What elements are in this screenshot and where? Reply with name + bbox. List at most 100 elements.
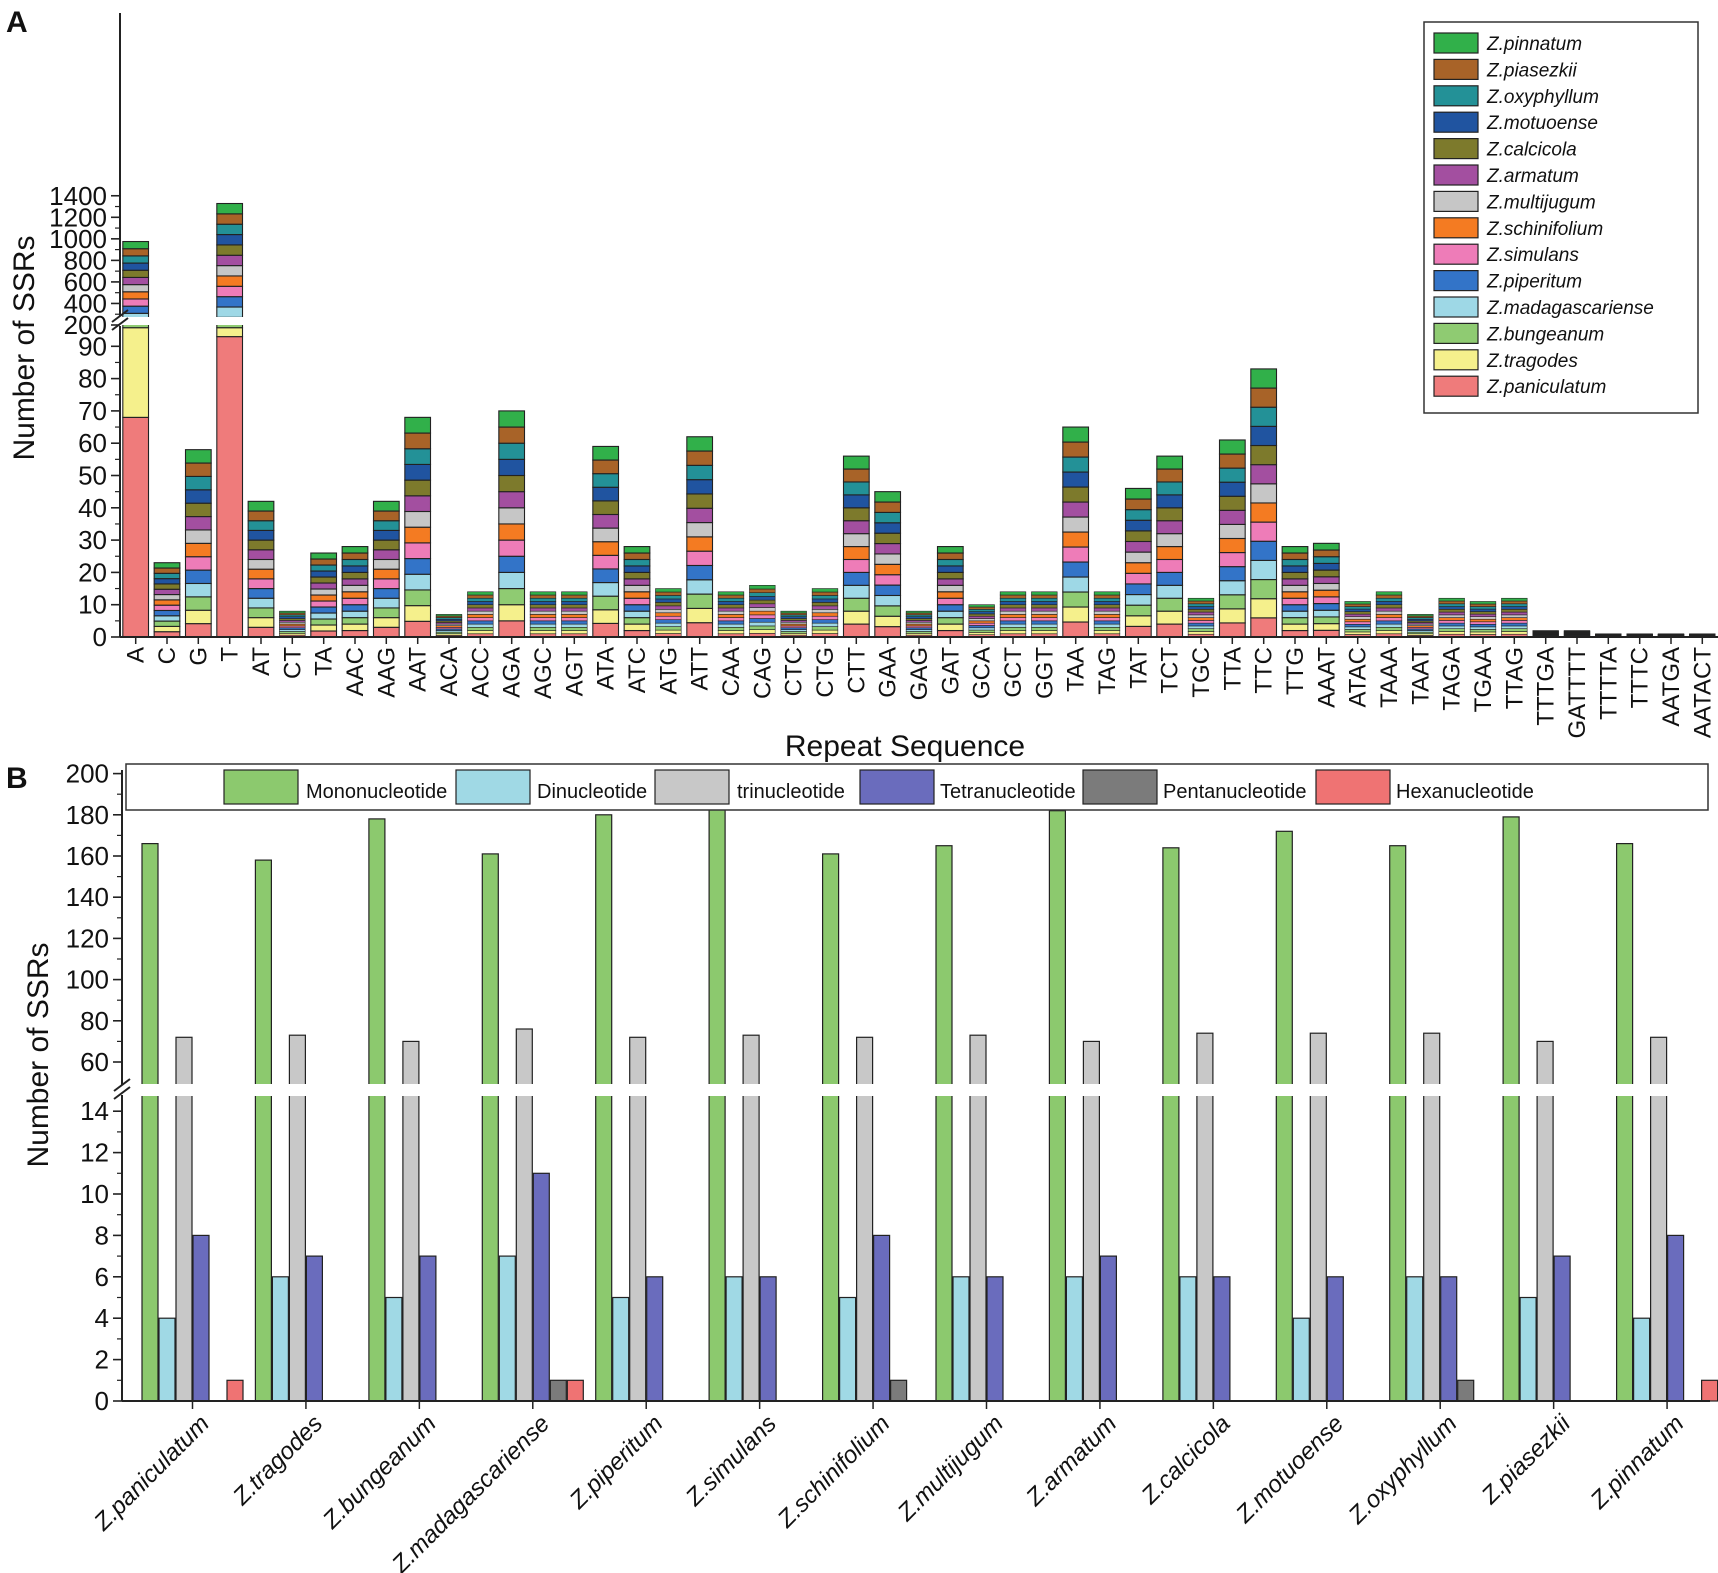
bar-gaa-z-oxyphyllum (874, 511, 902, 524)
x-tick-label-tgaa: TGAA (1470, 647, 1497, 712)
bar-taat-z-pinnatum (1407, 614, 1434, 617)
legend-label-z-motuoense: Z.motuoense (1486, 113, 1598, 134)
bar-gaa-z-paniculatum (874, 626, 902, 638)
legend-swatch-z-bungeanum (1433, 322, 1479, 344)
bar-ctt-z-simulans (842, 558, 870, 573)
bar-ctt-z-piperitum (842, 571, 870, 586)
bar-a-z-calcicola (122, 269, 150, 278)
bar-ata-z-multijugum (592, 527, 620, 543)
bar-ata-z-tragodes (592, 609, 620, 624)
bar-g-z-motuoense (184, 489, 212, 504)
bar-tgc-z-calcicola (1187, 609, 1215, 613)
bar-gct-z-bungeanum (999, 627, 1027, 631)
bar-taa-z-bungeanum (1062, 591, 1090, 608)
bar-caa-z-simulans (717, 617, 745, 622)
bar-ata-z-pinnatum (592, 445, 620, 461)
bar-ggt-z-bungeanum (1031, 627, 1058, 631)
bar-att-z-paniculatum (686, 622, 714, 638)
legend-swatch-dinucleotide (455, 769, 531, 805)
bar-z-piasezkii-mononucleotide (1502, 816, 1520, 1402)
bar-gaa-z-multijugum (874, 553, 902, 565)
bar-gaa-z-motuoense (874, 522, 902, 534)
bar-taa-z-paniculatum (1062, 621, 1090, 638)
bar-atg-z-oxyphyllum (655, 595, 682, 600)
y-tick-label: 2 (95, 1345, 109, 1375)
x-tick-label-z-paniculatum: Z.paniculatum (88, 1410, 214, 1536)
bar-z-multijugum-tetranucleotide (986, 1276, 1004, 1402)
bar-z-bungeanum-dinucleotide (385, 1296, 403, 1402)
bar-agt-z-multijugum (561, 610, 588, 615)
bar-aac-z-armatum (341, 578, 369, 586)
bar-att-z-oxyphyllum (686, 464, 714, 481)
bar-g-z-tragodes (184, 609, 212, 625)
bar-aat-z-simulans (404, 542, 432, 560)
bar-ta-z-simulans (310, 600, 338, 608)
bar-aga-z-piasezkii (498, 426, 526, 444)
bar-atg-z-motuoense (655, 598, 682, 603)
bar-att-z-armatum (686, 507, 714, 524)
bar-aat-z-calcicola (404, 479, 432, 497)
bar-tgc-z-piasezkii (1187, 600, 1215, 605)
bar-tat-z-piperitum (1124, 583, 1152, 596)
bar-aaat-z-multijugum (1312, 582, 1340, 591)
bar-agc-z-simulans (529, 617, 557, 622)
bar-gatttt-z-pinnatum (1563, 630, 1591, 632)
bar-tag-z-bungeanum (1093, 627, 1121, 631)
bar-aaat-z-paniculatum (1312, 629, 1340, 638)
bar-z-pinnatum-hexanucleotide (1700, 1379, 1718, 1402)
bar-gct-z-oxyphyllum (999, 597, 1027, 602)
x-tick-label-g: G (185, 647, 212, 666)
bar-att-z-simulans (686, 550, 714, 567)
chart-a-axes: A C G T AT CT TA AAC AAG AAT ACA ACC AGA AGC AGT ATA ATC… (49, 13, 1718, 739)
axis-break-mark (111, 317, 129, 331)
bar-acc-z-motuoense (467, 601, 494, 605)
bar-aac-z-calcicola (341, 571, 369, 580)
bar-z-pinnatum-dinucleotide (1632, 1317, 1651, 1402)
legend-label-trinucleotide: trinucleotide (737, 781, 845, 803)
bar-g-z-oxyphyllum (184, 475, 212, 491)
legend-swatch-z-pinnatum (1433, 32, 1479, 54)
bar-a-z-paniculatum (122, 416, 150, 638)
bar-ttag-z-piperitum (1501, 622, 1528, 627)
bar-gat-z-simulans (936, 597, 964, 606)
bar-tttga-z-pinnatum (1532, 630, 1559, 632)
bar-aaat-z-oxyphyllum (1312, 556, 1340, 564)
bar-ctt-z-bungeanum (842, 597, 870, 612)
bar-agc-z-madagascariense (529, 623, 557, 628)
bar-ggt-z-pinnatum (1031, 591, 1058, 596)
y-tick-label: 400 (64, 288, 107, 318)
bar-aat-z-piasezkii (404, 432, 432, 450)
x-tick-label-ta: TA (311, 647, 338, 676)
bar-z-oxyphyllum-dinucleotide (1406, 1276, 1424, 1402)
bar-acc-z-bungeanum (467, 627, 494, 631)
bar-tct-z-simulans (1156, 558, 1184, 573)
legend-swatch-z-piperitum (1433, 270, 1479, 292)
bar-at-z-calcicola (247, 539, 275, 551)
x-tick-label-gct: GCT (1000, 647, 1027, 698)
bar-ctg-z-piasezkii (811, 591, 839, 596)
bar-tta-z-multijugum (1218, 523, 1246, 540)
bar-ata-z-bungeanum (592, 595, 620, 611)
legend-label-tetranucleotide: Tetranucleotide (940, 781, 1076, 803)
bar-at-z-oxyphyllum (247, 520, 275, 531)
bar-atac-z-madagascariense (1344, 626, 1371, 630)
bar-aat-z-oxyphyllum (404, 448, 432, 465)
bar-agc-z-pinnatum (529, 591, 557, 596)
y-tick-label: 10 (80, 1179, 109, 1209)
bar-z-piperitum-mononucleotide (595, 814, 613, 1402)
bar-aac-z-oxyphyllum (341, 558, 369, 567)
bar-aat-z-paniculatum (404, 620, 432, 638)
bar-a-z-oxyphyllum (122, 255, 150, 264)
bar-tgc-z-bungeanum (1187, 628, 1215, 632)
legend-label-z-calcicola: Z.calcicola (1486, 140, 1577, 161)
bar-tgaa-z-multijugum (1469, 616, 1497, 620)
bar-taaa-z-motuoense (1375, 601, 1403, 605)
bar-g-z-pinnatum (184, 449, 212, 464)
legend-swatch-z-tragodes (1433, 349, 1479, 371)
bar-taa-z-tragodes (1062, 606, 1090, 623)
bar-aca-z-pinnatum (435, 614, 463, 617)
x-tick-label-caa: CAA (718, 647, 745, 696)
bar-ttc-z-oxyphyllum (1250, 406, 1278, 427)
bar-caa-z-madagascariense (717, 623, 745, 628)
bar-tag-z-calcicola (1093, 604, 1121, 609)
